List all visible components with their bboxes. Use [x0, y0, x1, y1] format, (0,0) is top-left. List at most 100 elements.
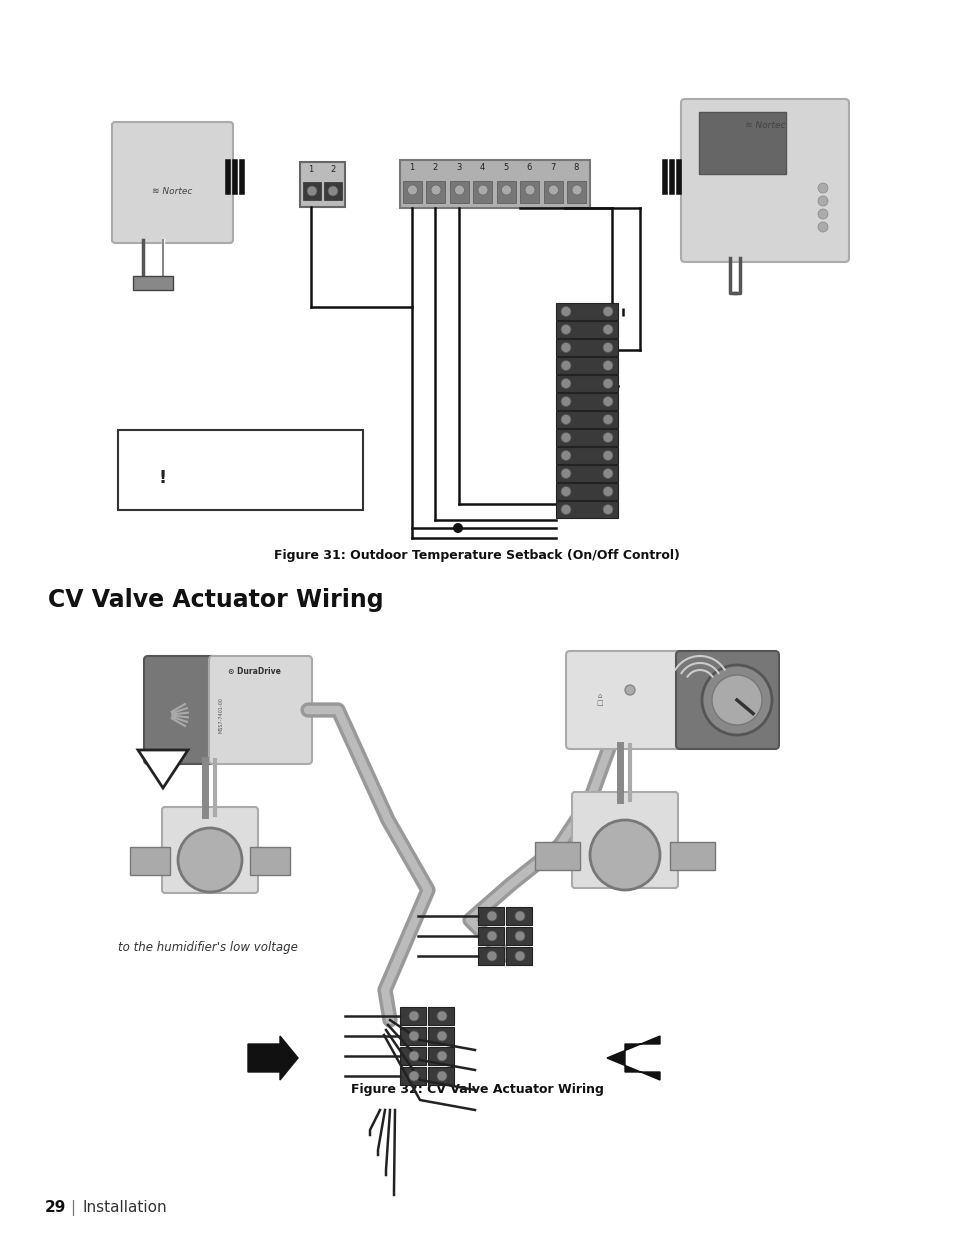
Circle shape [560, 342, 571, 352]
Bar [556, 375, 618, 391]
Bar [428, 1028, 454, 1045]
Circle shape [711, 676, 761, 725]
Bar [543, 182, 562, 203]
Circle shape [515, 951, 524, 961]
Bar [428, 1047, 454, 1065]
Circle shape [701, 664, 771, 735]
Circle shape [560, 451, 571, 461]
Circle shape [431, 185, 440, 195]
Circle shape [453, 522, 462, 534]
Polygon shape [606, 1036, 659, 1079]
Circle shape [602, 325, 613, 335]
Text: 1: 1 [308, 165, 314, 174]
Circle shape [477, 185, 488, 195]
Circle shape [560, 432, 571, 442]
Circle shape [524, 185, 535, 195]
Bar [473, 182, 492, 203]
Bar [556, 466, 618, 482]
Text: 2: 2 [433, 163, 437, 173]
Circle shape [602, 415, 613, 425]
Circle shape [602, 432, 613, 442]
Bar [399, 1067, 426, 1086]
Bar [450, 182, 469, 203]
Circle shape [560, 361, 571, 370]
Text: !: ! [159, 469, 167, 487]
Circle shape [436, 1071, 447, 1081]
Text: |: | [70, 1200, 75, 1216]
Text: 3: 3 [456, 163, 461, 173]
Circle shape [560, 378, 571, 389]
Text: 8: 8 [573, 163, 578, 173]
Bar [556, 321, 618, 338]
Circle shape [602, 361, 613, 370]
Text: CV Valve Actuator Wiring: CV Valve Actuator Wiring [48, 588, 383, 613]
Bar [556, 483, 618, 500]
Bar [520, 182, 539, 203]
Bar [477, 906, 503, 925]
Text: 6: 6 [526, 163, 532, 173]
Bar [399, 1028, 426, 1045]
Circle shape [501, 185, 511, 195]
Text: MSS7-7401-00: MSS7-7401-00 [218, 697, 223, 732]
FancyBboxPatch shape [209, 656, 312, 764]
Bar [567, 182, 586, 203]
Circle shape [602, 487, 613, 496]
Text: 1: 1 [409, 163, 415, 173]
Circle shape [560, 487, 571, 496]
Text: Figure 31: Outdoor Temperature Setback (On/Off Control): Figure 31: Outdoor Temperature Setback (… [274, 548, 679, 562]
FancyBboxPatch shape [680, 99, 848, 262]
Circle shape [486, 931, 497, 941]
Circle shape [817, 183, 827, 193]
FancyBboxPatch shape [676, 651, 779, 748]
Bar [505, 927, 532, 945]
Circle shape [409, 1011, 418, 1021]
Circle shape [602, 306, 613, 316]
Bar [399, 1007, 426, 1025]
Bar [399, 1047, 426, 1065]
Bar [556, 501, 618, 517]
Circle shape [560, 468, 571, 478]
Polygon shape [138, 750, 188, 788]
Circle shape [178, 827, 242, 892]
Bar [477, 927, 503, 945]
FancyBboxPatch shape [112, 122, 233, 243]
Circle shape [817, 209, 827, 219]
Circle shape [436, 1051, 447, 1061]
Text: ⌂
□: ⌂ □ [596, 694, 602, 706]
Circle shape [572, 185, 581, 195]
Circle shape [454, 185, 464, 195]
Text: Figure 32: CV Valve Actuator Wiring: Figure 32: CV Valve Actuator Wiring [350, 1083, 603, 1097]
Circle shape [328, 186, 337, 196]
Circle shape [486, 911, 497, 921]
Text: 7: 7 [550, 163, 555, 173]
Bar [556, 429, 618, 446]
Circle shape [407, 185, 417, 195]
Circle shape [602, 342, 613, 352]
Circle shape [436, 1011, 447, 1021]
Circle shape [624, 685, 635, 695]
Circle shape [548, 185, 558, 195]
Bar [505, 906, 532, 925]
Bar [556, 357, 618, 374]
FancyBboxPatch shape [144, 656, 216, 764]
Bar [428, 1007, 454, 1025]
Circle shape [436, 1031, 447, 1041]
Text: 29: 29 [45, 1200, 67, 1215]
Polygon shape [248, 1036, 297, 1079]
Text: ≋ Nortec: ≋ Nortec [152, 188, 193, 196]
FancyBboxPatch shape [162, 806, 257, 893]
FancyBboxPatch shape [565, 651, 683, 748]
Bar [477, 947, 503, 965]
Bar [556, 447, 618, 464]
Circle shape [602, 396, 613, 406]
Bar [535, 842, 579, 869]
Bar [669, 842, 714, 869]
Circle shape [486, 951, 497, 961]
Circle shape [602, 451, 613, 461]
Circle shape [602, 378, 613, 389]
Bar [556, 338, 618, 356]
Bar [402, 182, 421, 203]
Bar [130, 847, 170, 876]
Bar [505, 947, 532, 965]
Bar [399, 161, 589, 207]
